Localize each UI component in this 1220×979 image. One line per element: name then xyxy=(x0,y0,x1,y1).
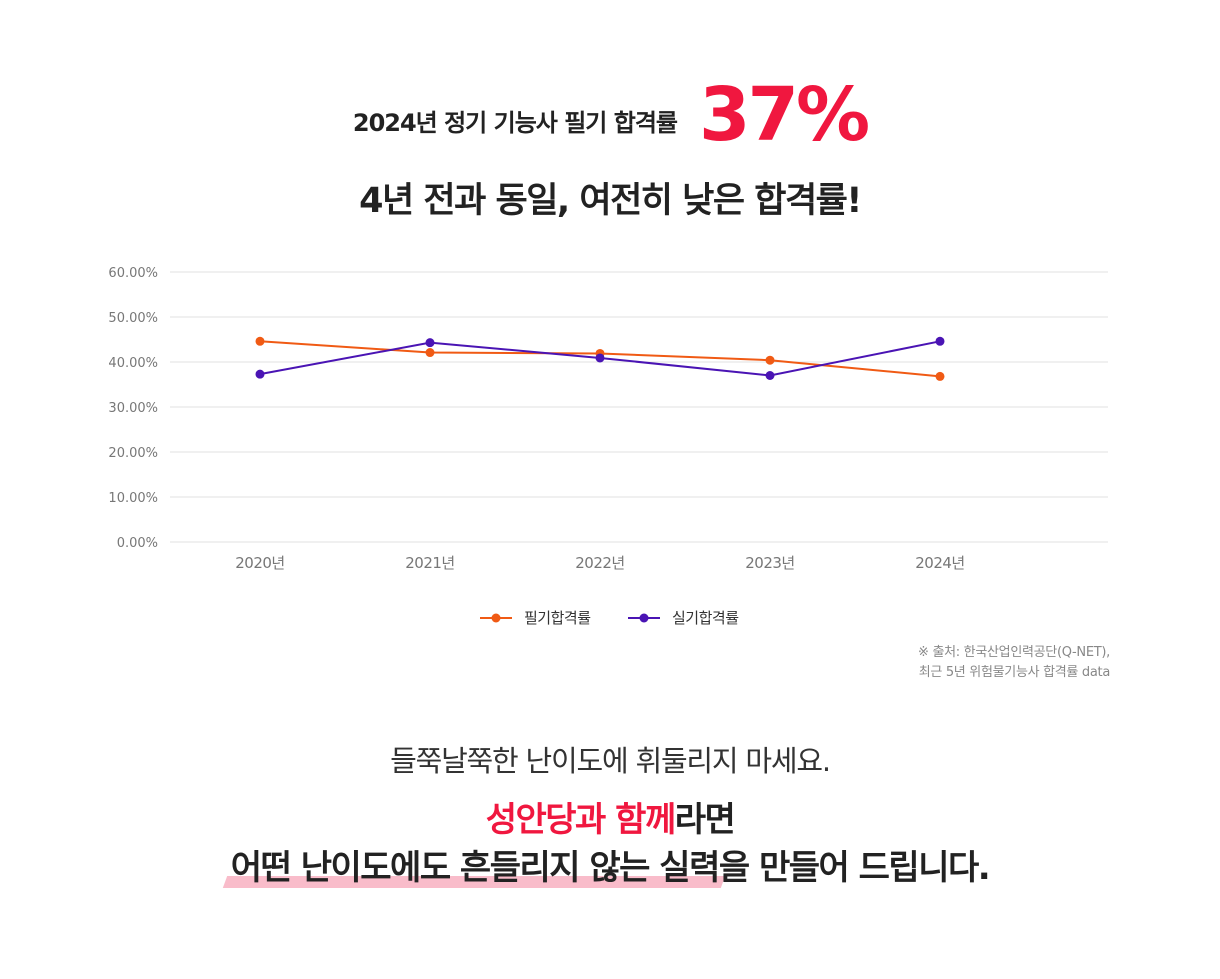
x-tick-label: 2023년 xyxy=(745,554,794,572)
x-tick-label: 2022년 xyxy=(575,554,624,572)
data-point xyxy=(425,338,435,348)
y-tick-label: 10.00% xyxy=(108,491,158,506)
data-point xyxy=(425,348,435,358)
headline-pass-rate: 37% xyxy=(698,72,870,158)
x-tick-label: 2021년 xyxy=(405,554,454,572)
headline-small: 2024년 정기 기능사 필기 합격률 xyxy=(352,108,678,137)
y-tick-label: 50.00% xyxy=(108,311,158,326)
x-tick-label: 2024년 xyxy=(915,554,964,572)
cta-accent: 성안당과 함께 xyxy=(485,800,677,840)
data-point xyxy=(935,371,945,381)
source-line-1: ※ 출처: 한국산업인력공단(Q-NET), xyxy=(918,645,1110,660)
data-point xyxy=(255,369,265,379)
legend-label: 필기합격률 xyxy=(524,609,591,627)
y-tick-label: 60.00% xyxy=(108,266,158,281)
cta-line-2: 어떤 난이도에도 흔들리지 않는 실력을 만들어 드립니다. xyxy=(0,846,1220,890)
cta-line-2-rest: 을 만들어 드립니다. xyxy=(718,848,991,888)
data-point xyxy=(595,353,605,363)
data-point xyxy=(935,336,945,346)
subheadline: 4년 전과 동일, 여전히 낮은 합격률! xyxy=(359,181,862,221)
cta-line-1-rest: 라면 xyxy=(674,800,736,840)
data-point xyxy=(765,355,775,365)
cta: 성안당과 함께라면 어떤 난이도에도 흔들리지 않는 실력을 만들어 드립니다. xyxy=(0,798,1220,890)
legend-marker xyxy=(491,613,501,623)
message: 들쭉날쭉한 난이도에 휘둘리지 마세요. xyxy=(390,744,831,778)
cta-highlighted-text: 어떤 난이도에도 흔들리지 않는 실력 xyxy=(230,848,721,888)
cta-line-1: 성안당과 함께라면 xyxy=(0,798,1220,842)
source-line-2: 최근 5년 위험물기능사 합격률 data xyxy=(918,665,1111,680)
y-tick-label: 20.00% xyxy=(108,446,158,461)
pass-rate-line-chart: 60.00% 50.00% 40.00% 30.00% 20.00% 10.00% 0.00… xyxy=(108,266,1108,627)
data-point xyxy=(765,371,775,380)
legend-marker xyxy=(639,613,649,623)
y-tick-label: 0.00% xyxy=(117,536,158,551)
y-tick-label: 30.00% xyxy=(108,401,158,416)
source-note: ※ 출처: 한국산업인력공단(Q-NET), 최근 5년 위험물기능사 합격률 … xyxy=(918,643,1110,683)
data-point xyxy=(255,336,265,346)
headline-row: 2024년 정기 기능사 필기 합격률 37% xyxy=(0,78,1220,152)
legend-label: 실기합격률 xyxy=(672,609,739,627)
y-tick-label: 40.00% xyxy=(108,356,158,371)
x-tick-label: 2020년 xyxy=(235,554,284,572)
